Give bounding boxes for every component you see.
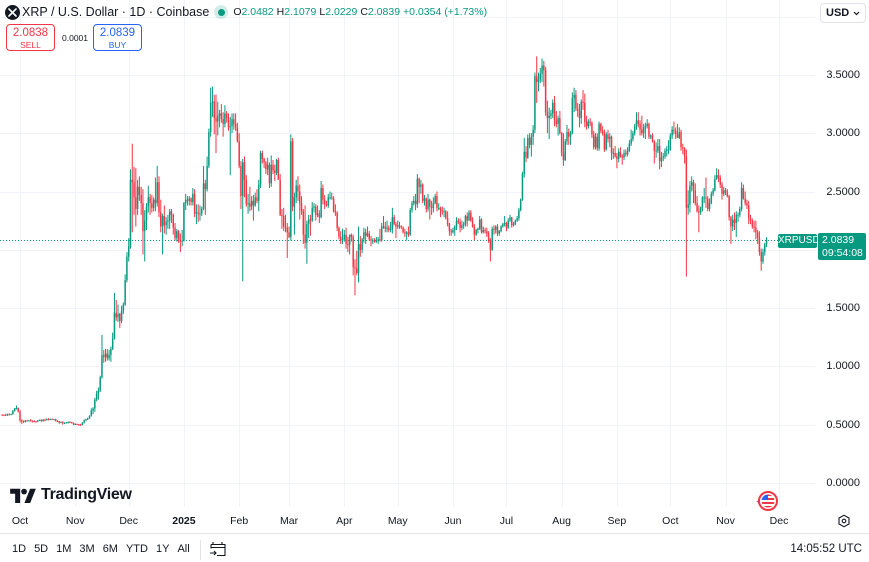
time-axis-label: Jul xyxy=(499,515,514,527)
time-axis-label: Sep xyxy=(607,515,627,527)
tradingview-logo-text: TradingView xyxy=(41,486,132,503)
buy-button[interactable]: 2.0839 BUY xyxy=(93,24,142,51)
time-range-selector: 1D 5D 1M 3M 6M YTD 1Y All xyxy=(12,542,190,556)
low-value: 2.0229 xyxy=(325,6,358,18)
time-axis-label: Nov xyxy=(716,515,735,527)
symbol-price-tag: XRPUSD xyxy=(778,234,820,248)
buy-label: BUY xyxy=(108,40,127,50)
calendar-goto-icon xyxy=(210,542,226,557)
time-axis-label: Jun xyxy=(444,515,462,527)
bar-close-countdown: 09:54:08 xyxy=(822,246,863,259)
range-1d-button[interactable]: 1D xyxy=(12,543,27,555)
xrp-logo-icon xyxy=(5,4,20,20)
currency-dropdown[interactable]: USD xyxy=(820,3,866,23)
price-axis-label: 3.5000 xyxy=(826,68,860,81)
buy-price: 2.0839 xyxy=(99,27,136,39)
tradingview-mark-icon xyxy=(10,488,36,503)
price-axis-label: 1.5000 xyxy=(826,302,860,315)
high-label: H xyxy=(276,6,285,18)
time-axis-label: Dec xyxy=(769,515,789,527)
range-ytd-button[interactable]: YTD xyxy=(125,543,148,555)
us-flag-event-icon xyxy=(756,491,778,511)
close-value: 2.0839 xyxy=(367,6,401,18)
last-price-label: 2.0839 09:54:08 xyxy=(818,233,866,260)
open-label: O xyxy=(233,6,242,18)
range-6m-button[interactable]: 6M xyxy=(102,543,118,555)
time-axis-label: Feb xyxy=(230,515,249,527)
price-axis-label: 3.0000 xyxy=(826,127,860,140)
ohlc-values: O2.0482 H2.1079 L2.0229 C2.0839 +0.0354 … xyxy=(233,6,487,18)
sell-button[interactable]: 2.0838 SELL xyxy=(6,24,55,51)
sell-label: SELL xyxy=(20,40,41,50)
toolbar-divider xyxy=(0,533,869,534)
high-value: 2.1079 xyxy=(284,6,317,18)
sell-price: 2.0838 xyxy=(12,27,49,39)
price-change: +0.0354 (+1.73%) xyxy=(403,6,488,18)
time-axis-label: Mar xyxy=(280,515,299,527)
chevron-down-icon xyxy=(853,11,860,15)
time-axis-label: Oct xyxy=(662,515,679,527)
close-label: C xyxy=(360,6,368,18)
time-axis-label-year: 2025 xyxy=(172,515,196,527)
price-axis-label: 0.0000 xyxy=(826,477,860,489)
economic-event-marker[interactable] xyxy=(754,491,780,518)
open-value: 2.0482 xyxy=(241,6,274,18)
range-3m-button[interactable]: 3M xyxy=(79,543,95,555)
range-5d-button[interactable]: 5D xyxy=(34,543,49,555)
market-open-status-icon xyxy=(214,5,229,19)
symbol-title[interactable]: XRP / U.S. Dollar · 1D · Coinbase xyxy=(22,5,210,19)
time-axis-label: Nov xyxy=(65,515,85,527)
time-axis-label: Oct xyxy=(11,515,29,527)
price-axis-label: 2.5000 xyxy=(826,185,860,198)
chart-legend: XRP / U.S. Dollar · 1D · Coinbase O2.048… xyxy=(5,2,487,22)
utc-clock[interactable]: 14:05:52 UTC xyxy=(790,543,862,555)
range-1y-button[interactable]: 1Y xyxy=(155,543,170,555)
tradingview-logo[interactable]: TradingView xyxy=(10,486,132,504)
range-all-button[interactable]: All xyxy=(177,543,190,555)
currency-selected: USD xyxy=(826,7,850,19)
last-price-value: 2.0839 xyxy=(822,234,855,246)
time-axis-label: May xyxy=(387,515,408,527)
settings-icon xyxy=(838,514,850,528)
chart-settings-button[interactable] xyxy=(837,514,851,533)
low-label: L xyxy=(319,6,326,18)
range-1m-button[interactable]: 1M xyxy=(56,543,72,555)
price-axis-label: 0.5000 xyxy=(826,418,860,431)
go-to-date-button[interactable] xyxy=(209,541,227,562)
spread-value: 0.0001 xyxy=(62,33,88,43)
time-axis-label: Aug xyxy=(552,515,571,527)
price-axis-label: 1.0000 xyxy=(826,360,860,373)
time-axis-label: Dec xyxy=(119,515,139,527)
time-axis-label: Apr xyxy=(336,515,353,527)
toolbar-separator xyxy=(200,540,201,560)
